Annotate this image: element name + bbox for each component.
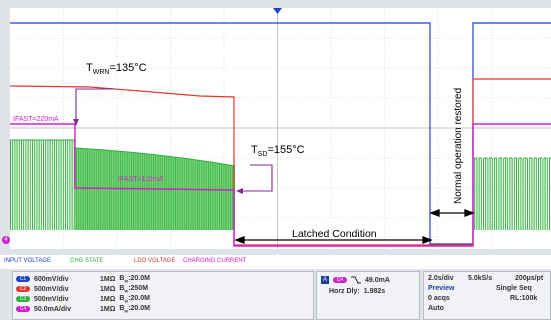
acq-count: 0 acqs	[428, 295, 450, 302]
legend-charging-current: CHARGING CURRENT	[183, 258, 247, 264]
c1-chip: C1	[16, 276, 30, 283]
c2-bw: BW:250M	[119, 285, 149, 294]
t-wrn-label: TWRN=135°C	[86, 62, 147, 76]
c3-scale: 500mV/div	[34, 295, 69, 303]
charging-current-trace	[10, 123, 551, 247]
trigger-level: 49.0mA	[365, 276, 390, 284]
channel-row-c4[interactable]: C4 50.0mA/div 1MΩ BW:20.0M	[16, 305, 150, 313]
acq-seq: Single Seq	[496, 285, 532, 292]
sample-interval: 200µs/pt	[515, 275, 544, 282]
center-axes	[10, 8, 551, 249]
ifast-110-label: IFAST=110mA	[118, 176, 164, 183]
trigger-source-chip: C4	[333, 277, 347, 283]
legend-input-voltage: INPUT VOLTAGE	[4, 258, 52, 264]
c4-chip: C4	[16, 306, 30, 313]
horz-dly-value: 1.982s	[363, 288, 386, 295]
legend-chg-state: CHG STATE	[70, 258, 104, 264]
waveform-svg: TWRN=135°C TSD=155°C IFAST=220mA IFAST=1…	[10, 8, 551, 249]
ch4-ground-marker[interactable]: 4	[2, 236, 10, 244]
c1-bw: BW:20.0M	[119, 275, 150, 284]
channel-row-c2[interactable]: C2 500mV/div 1MΩ BW:250M	[16, 285, 148, 293]
acquisition-panel[interactable]: 2.0s/div 5.0kS/s 200µs/pt Preview Single…	[423, 271, 551, 320]
legend-bar: INPUT VOLTAGE CHG STATE LDO VOLTAGE CHAR…	[0, 255, 551, 269]
c3-impedance: 1MΩ	[100, 295, 116, 303]
normal-arrow	[429, 209, 475, 217]
horz-dly-label: Horz Dly:	[329, 288, 360, 295]
ifast-220-label: IFAST=220mA	[13, 116, 59, 123]
c2-chip: C2	[16, 286, 30, 293]
waveform-display: TWRN=135°C TSD=155°C IFAST=220mA IFAST=1…	[10, 8, 551, 249]
grid	[10, 8, 551, 249]
channel-row-c1[interactable]: C1 600mV/div 1MΩ BW:20.0M	[16, 275, 150, 283]
c3-chip: C3	[16, 296, 30, 303]
input-voltage-trace	[10, 22, 551, 245]
c4-bw: BW:20.0M	[119, 305, 150, 314]
c3-bw: BW:20.0M	[119, 295, 150, 304]
annotation-arrows	[75, 88, 273, 192]
timebase: 2.0s/div	[428, 275, 454, 282]
c2-impedance: 1MΩ	[100, 285, 116, 293]
trigger-marker[interactable]	[273, 8, 282, 14]
channel-info-panel: C1 600mV/div 1MΩ BW:20.0M C2 500mV/div 1…	[12, 271, 314, 320]
record-length: RL:100k	[510, 295, 538, 302]
annotation-arrowheads	[73, 119, 243, 194]
latched-condition-label: Latched Condition	[292, 228, 377, 240]
c1-impedance: 1MΩ	[100, 275, 116, 283]
legend-ldo-voltage: LDO VOLTAGE	[134, 258, 176, 264]
trigger-panel[interactable]: A C4 49.0mA Horz Dly: 1.982s	[316, 271, 420, 320]
trigger-mode: Auto	[428, 305, 444, 312]
c1-scale: 600mV/div	[34, 275, 69, 283]
normal-operation-label: Normal operation restored	[453, 88, 464, 204]
acq-mode: Preview	[428, 285, 455, 292]
c4-scale: 50.0mA/div	[34, 305, 71, 313]
latched-arrow	[234, 236, 433, 244]
sample-rate: 5.0kS/s	[468, 275, 493, 282]
c4-impedance: 1MΩ	[100, 305, 116, 313]
c2-scale: 500mV/div	[34, 285, 69, 293]
trigger-source-a: A	[321, 276, 329, 284]
falling-edge-icon	[351, 276, 361, 284]
channel-row-c3[interactable]: C3 500mV/div 1MΩ BW:20.0M	[16, 295, 150, 303]
t-sd-label: TSD=155°C	[251, 144, 305, 158]
